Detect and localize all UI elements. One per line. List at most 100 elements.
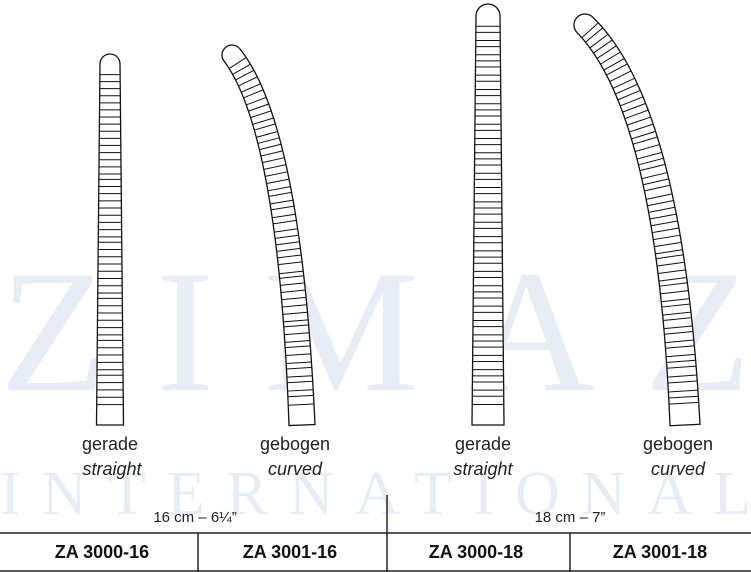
label-en: curved xyxy=(651,459,706,479)
jaw-part xyxy=(283,319,309,323)
jaw-part xyxy=(280,289,306,293)
size: 18 cm – 7” xyxy=(535,509,606,526)
jaw-part xyxy=(603,58,625,71)
jaw-part xyxy=(585,27,604,43)
jaw-part xyxy=(622,102,646,113)
jaw-part xyxy=(661,303,691,308)
jaw-part xyxy=(639,163,666,172)
jaw-part xyxy=(573,13,701,427)
jaw-part xyxy=(286,366,312,370)
jaw-part xyxy=(662,311,691,316)
jaw-part xyxy=(655,249,683,255)
jaw-part xyxy=(644,184,671,192)
jaw-part xyxy=(668,401,699,405)
jaw-part xyxy=(243,89,264,99)
jaw-part xyxy=(280,282,305,286)
label-de: gerade xyxy=(455,434,511,454)
jaw-part xyxy=(589,33,609,49)
jaw-part xyxy=(257,137,280,144)
jaw-part xyxy=(285,345,311,349)
jaw-part xyxy=(281,296,307,301)
jaw-part xyxy=(655,254,684,260)
jaw-part xyxy=(287,380,313,384)
jaw-part xyxy=(667,380,698,384)
jaw-part xyxy=(259,143,282,151)
jaw-part xyxy=(250,110,272,119)
jaw-part xyxy=(648,206,676,213)
jaw-part xyxy=(667,374,697,378)
code: ZA 3000-18 xyxy=(429,542,523,562)
jaw-part xyxy=(265,171,288,177)
jaw-part xyxy=(232,63,251,75)
jaw-part xyxy=(612,77,635,89)
jaw-part xyxy=(272,213,296,219)
jaw-part xyxy=(270,199,294,205)
jaw-part xyxy=(263,164,287,170)
jaw-part xyxy=(279,270,304,275)
jaw-part xyxy=(666,365,697,369)
jaw-part xyxy=(273,219,297,225)
jaw-part xyxy=(663,325,693,330)
label-en: curved xyxy=(268,459,323,479)
jaw-part xyxy=(617,89,641,101)
jaw-part xyxy=(287,389,314,392)
jaw-part xyxy=(282,311,308,315)
jaw-part xyxy=(657,269,686,275)
label-de: gerade xyxy=(82,434,138,454)
jaw-part xyxy=(650,220,678,227)
jaw-part xyxy=(270,205,295,211)
size: 16 cm – 6¼” xyxy=(153,509,236,526)
label-en: straight xyxy=(453,459,513,479)
jaw-part xyxy=(275,241,300,246)
jaw-part xyxy=(632,136,658,145)
code: ZA 3000-16 xyxy=(55,542,149,562)
jaw-part xyxy=(246,96,267,106)
jaw-part xyxy=(268,191,292,197)
jaw-part xyxy=(615,83,638,95)
jaw-part xyxy=(266,178,290,184)
jaw-part xyxy=(260,150,283,157)
jaw-part xyxy=(620,96,644,107)
jaw-part xyxy=(606,63,628,76)
jaw-part xyxy=(624,109,649,120)
jaw-part xyxy=(596,45,617,59)
jaw-part xyxy=(277,254,302,259)
label-de: gebogen xyxy=(260,434,330,454)
jaw-part xyxy=(664,331,694,335)
jaw-part xyxy=(262,157,285,164)
jaw-part xyxy=(252,117,274,125)
jaw-part xyxy=(631,130,656,140)
jaw-part xyxy=(284,332,310,336)
jaw-part xyxy=(656,261,685,267)
jaw-part xyxy=(278,261,303,266)
jaw-part xyxy=(241,83,261,93)
jaw-part xyxy=(629,123,654,133)
jaw-part xyxy=(626,116,651,126)
jaw-part xyxy=(248,103,269,112)
jaw-part xyxy=(653,234,681,241)
watermark: INTERNATIONAL xyxy=(0,460,751,528)
jaw-part xyxy=(636,151,663,160)
jaw-part xyxy=(654,241,682,248)
jaw-part xyxy=(634,144,660,153)
jaw-part xyxy=(664,339,694,344)
jaw-part xyxy=(642,178,669,186)
label-de: gebogen xyxy=(643,434,713,454)
jaw-part xyxy=(666,359,696,364)
jaw-part xyxy=(284,340,310,343)
jaw-part xyxy=(283,324,309,328)
jaw-part xyxy=(647,200,674,207)
jaw-part xyxy=(660,290,689,295)
jaw-part xyxy=(235,69,255,81)
jaw-part xyxy=(609,70,632,83)
jaw-part xyxy=(600,51,621,65)
jaw-part xyxy=(282,304,307,308)
jaw-part xyxy=(256,131,278,138)
jaw-part xyxy=(663,317,692,321)
jaw-part xyxy=(285,353,311,357)
jaw-part xyxy=(638,157,664,166)
label-en: straight xyxy=(82,459,142,479)
jaw-part xyxy=(665,345,695,349)
jaw-part xyxy=(666,353,696,358)
